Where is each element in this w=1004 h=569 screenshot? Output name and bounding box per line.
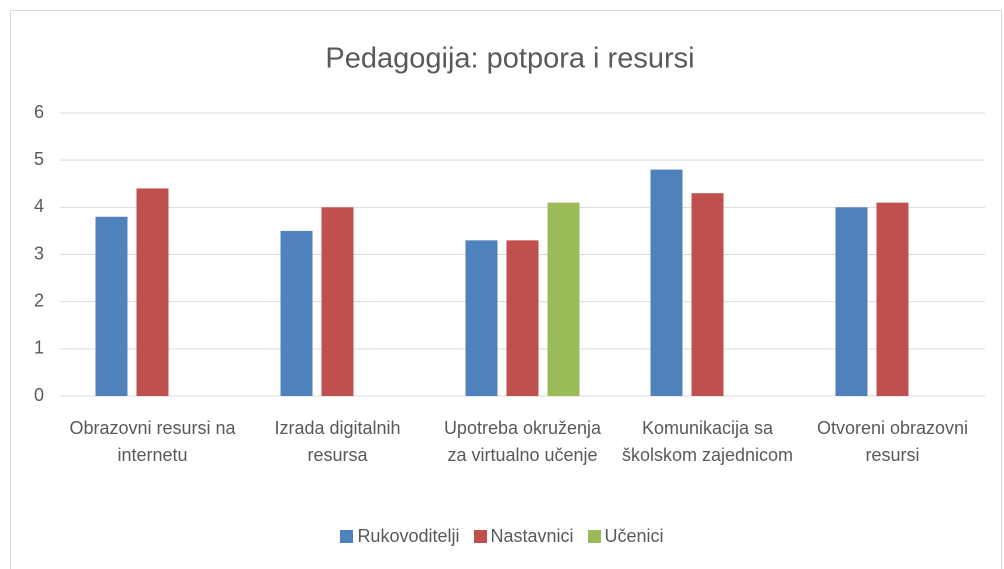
bar — [835, 207, 868, 396]
bar — [876, 202, 909, 396]
bar — [280, 230, 313, 396]
legend-swatch — [587, 530, 601, 543]
x-tick-label: Obrazovni resursi na internetu — [69, 418, 236, 465]
legend-item: Nastavnici — [473, 526, 574, 547]
legend-swatch — [340, 530, 354, 543]
chart-border — [10, 10, 1002, 569]
y-tick-label: 0 — [34, 385, 44, 405]
bar — [465, 240, 498, 396]
y-tick-label: 3 — [34, 243, 44, 263]
x-tick-label: Otvoreni obrazovni resursi — [816, 418, 969, 465]
y-tick-label: 6 — [34, 102, 44, 122]
y-tick-label: 5 — [34, 149, 44, 169]
x-tick-label: Komunikacija sa školskom zajednicom — [621, 418, 794, 465]
y-tick-label: 1 — [34, 338, 44, 358]
bar — [136, 188, 169, 396]
bar — [321, 207, 354, 396]
bar — [547, 202, 580, 396]
legend-label: Nastavnici — [490, 526, 574, 546]
legend-label: Rukovoditelji — [357, 526, 460, 546]
x-tick-label: Izrada digitalnih resursa — [274, 418, 401, 465]
legend-swatch — [473, 530, 487, 543]
bar — [691, 193, 724, 396]
chart-title: Pedagogija: potpora i resursi — [325, 43, 694, 75]
bar — [650, 169, 683, 396]
legend-item: Rukovoditelji — [340, 526, 460, 547]
y-tick-label: 4 — [34, 196, 44, 216]
bar — [506, 240, 539, 396]
legend-label: Učenici — [604, 526, 664, 546]
legend: Rukovoditelji Nastavnici Učenici — [0, 526, 1004, 547]
x-tick-label: Upotreba okruženja za virtualno učenje — [443, 418, 602, 465]
y-tick-label: 2 — [34, 290, 44, 310]
bar — [95, 216, 128, 396]
legend-item: Učenici — [587, 526, 664, 547]
